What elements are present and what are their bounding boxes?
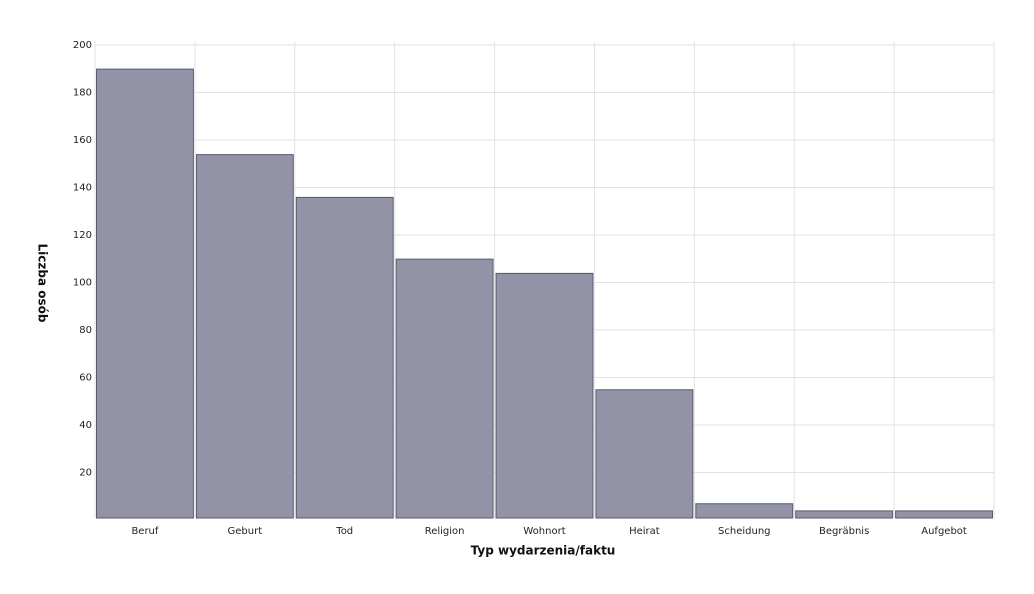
bar — [895, 510, 993, 519]
x-tick-label: Scheidung — [718, 526, 771, 537]
y-tick-label: 60 — [79, 373, 92, 384]
y-axis-title: Liczba osób — [36, 244, 50, 323]
y-tick-label: 200 — [73, 40, 92, 51]
bar — [595, 389, 694, 519]
y-tick-label: 20 — [79, 468, 92, 479]
y-tick-label: 120 — [73, 230, 92, 241]
y-tick-label: 160 — [73, 135, 92, 146]
bar — [695, 503, 794, 519]
x-tick-label: Beruf — [131, 526, 158, 537]
y-tick-label: 80 — [79, 325, 92, 336]
y-tick-label: 140 — [73, 183, 92, 194]
x-tick-label: Aufgebot — [921, 526, 967, 537]
x-axis-title: Typ wydarzenia/faktu — [471, 544, 616, 558]
bar — [96, 68, 194, 519]
bar — [495, 272, 594, 519]
y-tick-label: 180 — [73, 88, 92, 99]
bar — [395, 258, 494, 519]
x-tick-label: Wohnort — [523, 526, 565, 537]
y-tick-label: 100 — [73, 278, 92, 289]
bar — [795, 510, 894, 519]
y-tick-label: 40 — [79, 420, 92, 431]
x-tick-label: Begräbnis — [819, 526, 869, 537]
bar — [295, 196, 394, 519]
x-tick-label: Heirat — [629, 526, 660, 537]
bar — [195, 154, 294, 519]
x-tick-label: Religion — [425, 526, 465, 537]
x-tick-label: Geburt — [228, 526, 263, 537]
x-tick-label: Tod — [335, 526, 353, 537]
